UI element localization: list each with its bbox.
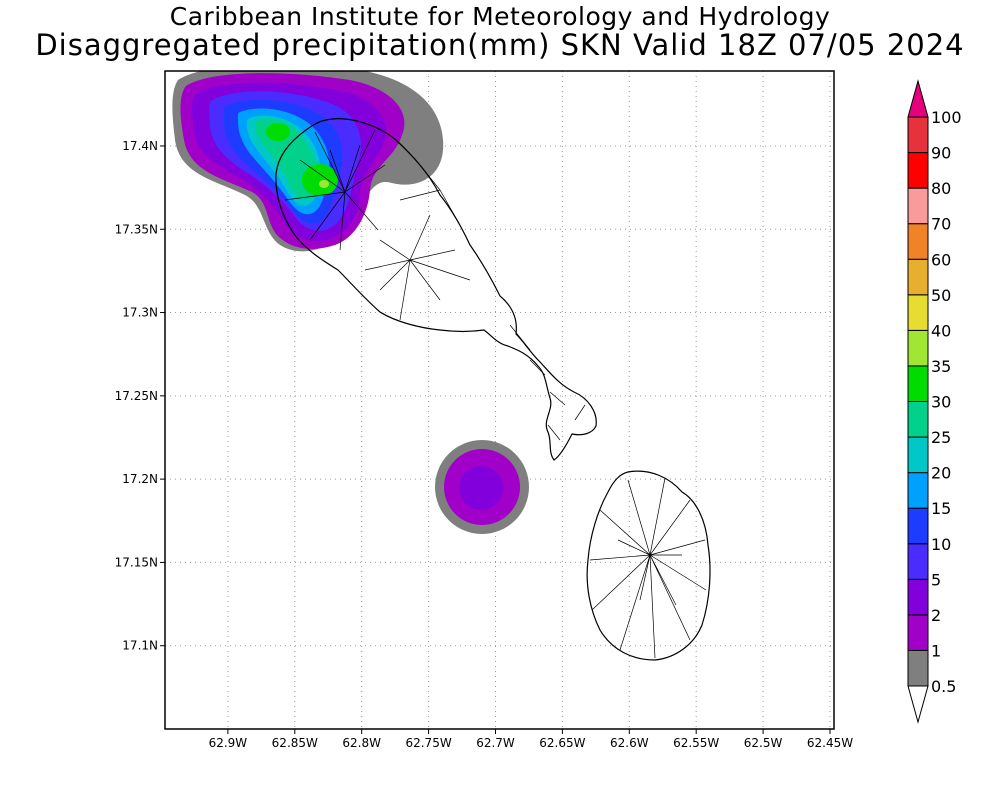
colorbar-label: 70 <box>931 215 951 234</box>
colorbar-swatch <box>907 578 929 616</box>
x-tick-label: 62.55W <box>673 736 719 750</box>
x-tick-label: 62.65W <box>539 736 585 750</box>
colorbar-swatch <box>907 187 929 225</box>
colorbar-swatch <box>907 649 929 687</box>
precipitation-field <box>172 71 529 534</box>
colorbar-label: 0.5 <box>931 677 956 696</box>
y-tick-label: 17.15N <box>115 555 158 569</box>
x-tick-label: 62.9W <box>209 736 248 750</box>
colorbar-label: 25 <box>931 428 951 447</box>
y-tick-label: 17.25N <box>115 389 158 403</box>
x-tick-label: 62.75W <box>405 736 451 750</box>
colorbar-label: 50 <box>931 286 951 305</box>
island-stkitts <box>275 118 597 461</box>
island-stkitts-rivers <box>284 129 586 441</box>
colorbar-bottom-arrow <box>907 685 929 724</box>
island-nevis <box>586 470 711 661</box>
colorbar-label: 2 <box>931 606 941 625</box>
colorbar-label: 10 <box>931 535 951 554</box>
colorbar-label: 30 <box>931 393 951 412</box>
precip-contour-30 <box>266 123 290 141</box>
colorbar-label: 90 <box>931 144 951 163</box>
colorbar-swatch <box>907 614 929 651</box>
colorbar-swatch <box>907 543 929 580</box>
colorbar-label: 60 <box>931 250 951 269</box>
x-tick-label: 62.8W <box>342 736 381 750</box>
x-tick-label: 62.6W <box>610 736 649 750</box>
precip-contour-2 <box>459 466 503 510</box>
colorbar-label: 100 <box>931 108 962 127</box>
colorbar-top-arrow <box>907 79 929 118</box>
x-tick-label: 62.85W <box>272 736 318 750</box>
colorbar-swatch <box>907 329 929 367</box>
chart-title: Caribbean Institute for Meteorology and … <box>169 2 831 31</box>
colorbar-swatch <box>907 507 929 545</box>
x-tick-label: 62.5W <box>744 736 783 750</box>
precip-cell-stkitts <box>172 71 444 252</box>
precip-contour-30 <box>302 164 338 196</box>
colorbar-label: 35 <box>931 357 951 376</box>
colorbar-swatch <box>907 472 929 509</box>
plot-frame <box>164 70 835 730</box>
chart-subtitle: Disaggregated precipitation(mm) SKN Vali… <box>35 28 965 62</box>
colorbar-swatch <box>907 401 929 438</box>
colorbar-label: 40 <box>931 321 951 340</box>
colorbar-swatch <box>907 294 929 331</box>
y-tick-label: 17.35N <box>115 222 158 236</box>
x-tick-label: 62.7W <box>476 736 515 750</box>
colorbar-swatch <box>907 116 929 154</box>
colorbar-swatch <box>907 365 929 402</box>
y-tick-label: 17.4N <box>122 139 158 153</box>
colorbar-label: 15 <box>931 499 951 518</box>
colorbar-swatch <box>907 223 929 260</box>
y-tick-label: 17.1N <box>122 639 158 653</box>
axis-ticks: 62.9W 62.85W 62.8W 62.75W 62.7W 62.65W 62.6W 62… <box>115 139 854 750</box>
y-tick-label: 17.2N <box>122 472 158 486</box>
precip-contour-35 <box>319 180 329 188</box>
island-nevis-rivers <box>589 477 707 659</box>
island-outlines <box>275 118 711 661</box>
x-tick-label: 62.45W <box>807 736 853 750</box>
colorbar-label: 20 <box>931 464 951 483</box>
precip-cell-channel <box>435 440 529 534</box>
colorbar-label: 80 <box>931 179 951 198</box>
colorbar-swatch <box>907 436 929 474</box>
y-tick-label: 17.3N <box>122 306 158 320</box>
colorbar-swatch <box>907 258 929 296</box>
colorbar-swatch <box>907 152 929 189</box>
colorbar-label: 1 <box>931 641 941 660</box>
colorbar-label: 5 <box>931 570 941 589</box>
